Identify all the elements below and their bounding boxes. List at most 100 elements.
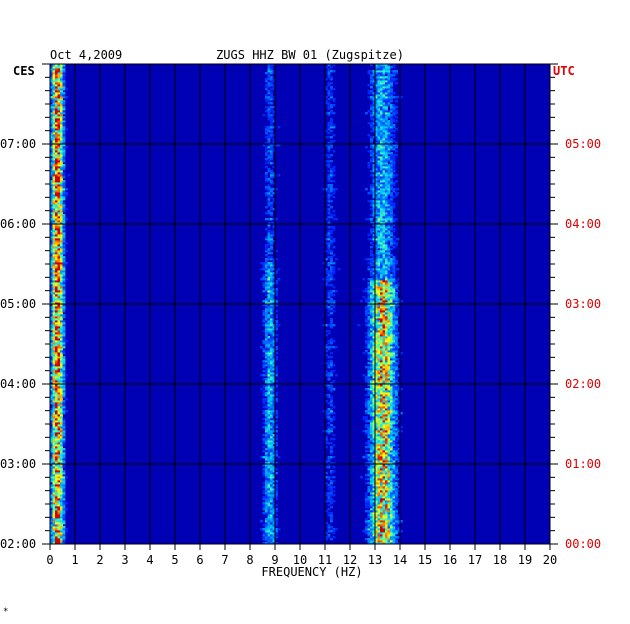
spectrogram-cell [265, 128, 268, 131]
spectrogram-cell [372, 524, 376, 527]
spectrogram-cell [380, 306, 383, 309]
spectrogram-cell [390, 392, 393, 395]
spectrogram-cell [272, 370, 276, 373]
spectrogram-cell [55, 282, 58, 285]
spectrogram-cell [62, 458, 66, 461]
spectrogram-cell [267, 316, 271, 319]
spectrogram-cell [385, 464, 388, 467]
spectrogram-cell [380, 390, 383, 393]
spectrogram-cell [60, 504, 63, 507]
spectrogram-cell [267, 400, 271, 403]
spectrogram-cell [265, 468, 268, 471]
spectrogram-cell [370, 446, 373, 449]
spectrogram-cell [375, 202, 378, 205]
spectrogram-cell [382, 488, 386, 491]
spectrogram-cell [382, 508, 386, 511]
spectrogram-cell [65, 188, 68, 191]
spectrogram-cell [395, 142, 398, 145]
spectrogram-cell [50, 132, 53, 135]
spectrogram-cell [50, 532, 53, 535]
spectrogram-cell [377, 186, 381, 189]
spectrogram-cell [372, 320, 376, 323]
spectrogram-cell [395, 242, 398, 245]
spectrogram-cell [392, 502, 396, 505]
spectrogram-cell [265, 278, 268, 281]
spectrogram-cell [362, 456, 366, 459]
spectrogram-cell [395, 324, 398, 327]
spectrogram-cell [267, 306, 271, 309]
spectrogram-cell [367, 380, 371, 383]
spectrogram-cell [330, 124, 333, 127]
spectrogram-cell [375, 250, 378, 253]
spectrogram-cell [52, 398, 56, 401]
spectrogram-cell [270, 522, 273, 525]
spectrogram-cell [385, 522, 388, 525]
spectrogram-cell [267, 192, 271, 195]
spectrogram-cell [327, 496, 331, 499]
spectrogram-cell [325, 268, 328, 271]
spectrogram-cell [385, 328, 388, 331]
spectrogram-cell [272, 436, 276, 439]
spectrogram-cell [387, 436, 391, 439]
spectrogram-cell [262, 348, 266, 351]
spectrogram-cell [62, 426, 66, 429]
spectrogram-cell [60, 542, 63, 545]
spectrogram-cell [392, 312, 396, 315]
spectrogram-cell [375, 230, 378, 233]
spectrogram-cell [372, 512, 376, 515]
spectrogram-cell [332, 214, 336, 217]
spectrogram-cell [385, 332, 388, 335]
spectrogram-cell [275, 530, 278, 533]
spectrogram-cell [375, 320, 378, 323]
spectrogram-cell [270, 340, 273, 343]
spectrogram-cell [392, 404, 396, 407]
spectrogram-cell [377, 498, 381, 501]
spectrogram-cell [265, 324, 268, 327]
spectrogram-cell [382, 458, 386, 461]
spectrogram-cell [270, 514, 273, 517]
spectrogram-cell [367, 520, 371, 523]
spectrogram-cell [57, 356, 61, 359]
spectrogram-cell [55, 330, 58, 333]
spectrogram-cell [397, 350, 401, 353]
spectrogram-cell [62, 236, 66, 239]
spectrogram-cell [60, 492, 63, 495]
spectrogram-cell [367, 442, 371, 445]
spectrogram-cell [57, 498, 61, 501]
spectrogram-cell [330, 404, 333, 407]
spectrogram-cell [62, 120, 66, 123]
spectrogram-cell [375, 326, 378, 329]
spectrogram-cell [400, 352, 403, 355]
spectrogram-cell [367, 316, 371, 319]
spectrogram-cell [390, 206, 393, 209]
spectrogram-cell [392, 392, 396, 395]
spectrogram-cell [330, 160, 333, 163]
spectrogram-cell [395, 374, 398, 377]
spectrogram-cell [55, 388, 58, 391]
spectrogram-cell [272, 516, 276, 519]
spectrogram-cell [50, 358, 53, 361]
spectrogram-cell [62, 214, 66, 217]
spectrogram-cell [365, 494, 368, 497]
spectrogram-cell [372, 402, 376, 405]
spectrogram-cell [385, 526, 388, 529]
spectrogram-cell [385, 322, 388, 325]
spectrogram-cell [50, 222, 53, 225]
spectrogram-cell [375, 362, 378, 365]
spectrogram-cell [262, 438, 266, 441]
spectrogram-cell [267, 244, 271, 247]
spectrogram-cell [270, 346, 273, 349]
spectrogram-cell [270, 542, 273, 545]
spectrogram-cell [380, 296, 383, 299]
spectrogram-cell [55, 522, 58, 525]
spectrogram-cell [60, 230, 63, 233]
spectrogram-cell [330, 290, 333, 293]
spectrogram-cell [272, 320, 276, 323]
spectrogram-cell [272, 218, 276, 221]
spectrogram-cell [385, 404, 388, 407]
spectrogram-cell [265, 340, 268, 343]
spectrogram-cell [60, 340, 63, 343]
spectrogram-cell [395, 512, 398, 515]
spectrogram-cell [270, 442, 273, 445]
spectrogram-cell [265, 250, 268, 253]
